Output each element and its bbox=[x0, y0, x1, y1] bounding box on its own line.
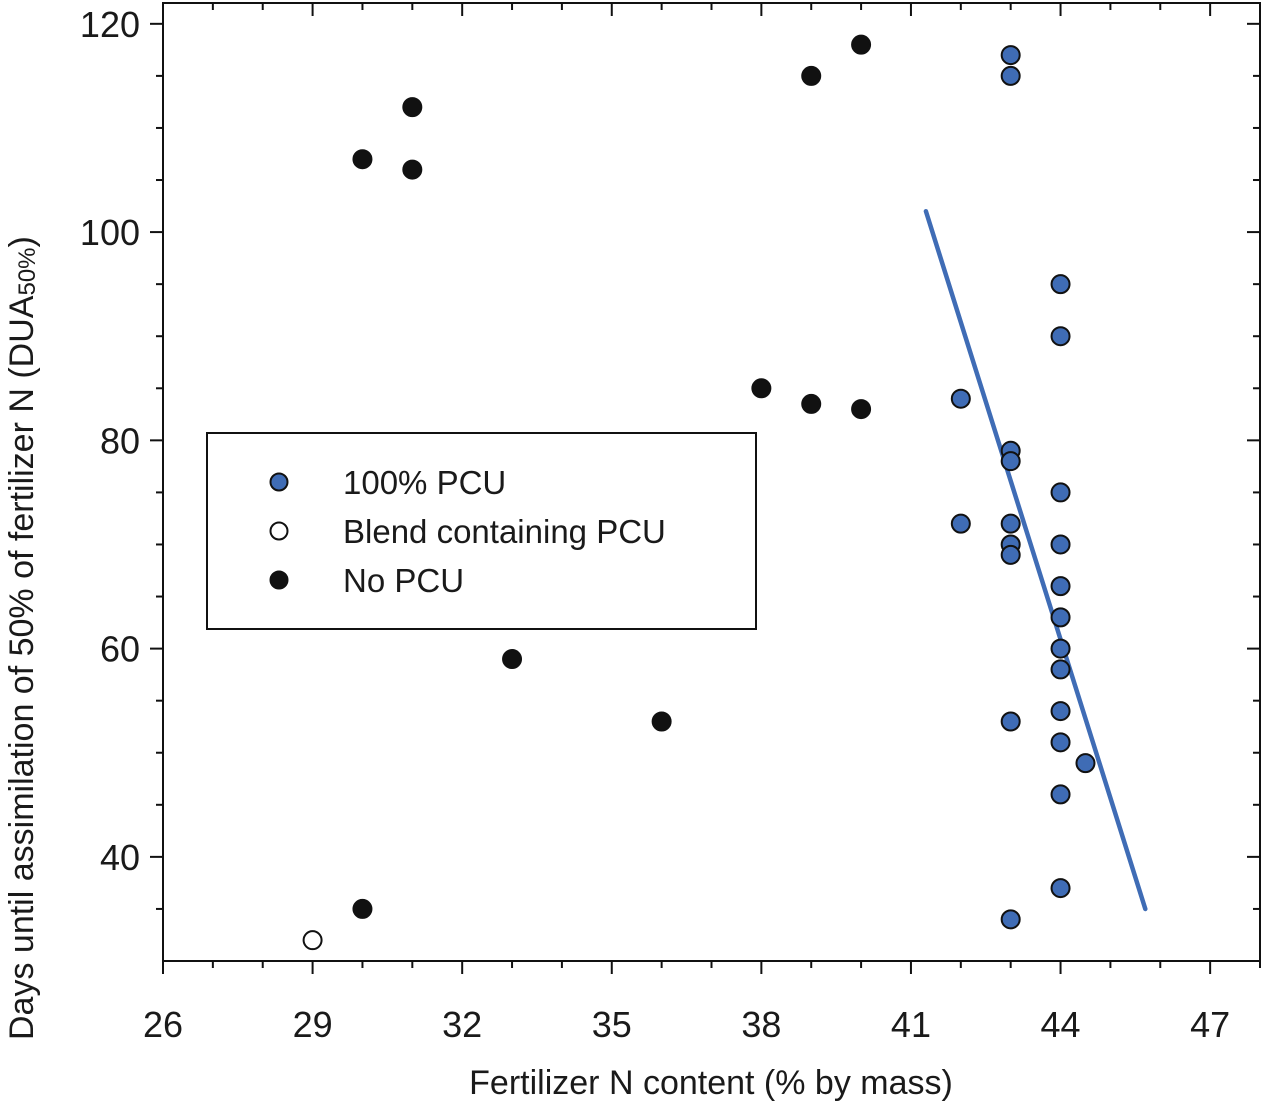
axis-ticks bbox=[150, 3, 1261, 974]
y-axis-title: Days until assimilation of 50% of fertil… bbox=[3, 236, 41, 1040]
legend-marker-pcu bbox=[269, 472, 289, 492]
point-pcu bbox=[1000, 711, 1021, 732]
legend-label-blend: Blend containing PCU bbox=[343, 513, 666, 550]
y-axis-title-close: ) bbox=[3, 236, 41, 247]
point-no-pcu bbox=[751, 378, 772, 399]
point-pcu bbox=[950, 513, 971, 534]
point-pcu bbox=[1050, 326, 1071, 347]
point-pcu bbox=[1050, 482, 1071, 503]
point-pcu bbox=[1000, 45, 1021, 66]
point-pcu bbox=[950, 388, 971, 409]
x-tick-label: 32 bbox=[442, 1004, 482, 1045]
point-pcu bbox=[1000, 544, 1021, 565]
point-pcu bbox=[1000, 451, 1021, 472]
point-blend bbox=[302, 930, 323, 951]
x-tick-label: 44 bbox=[1041, 1004, 1081, 1045]
y-axis-title-main: Days until assimilation of 50% of fertil… bbox=[3, 295, 41, 1040]
point-pcu bbox=[1050, 534, 1071, 555]
point-no-pcu bbox=[851, 399, 872, 420]
point-no-pcu bbox=[352, 898, 373, 919]
y-tick-label: 80 bbox=[100, 420, 140, 461]
point-pcu bbox=[1050, 784, 1071, 805]
x-tick-label: 26 bbox=[143, 1004, 183, 1045]
point-pcu bbox=[1050, 638, 1071, 659]
point-pcu bbox=[1050, 274, 1071, 295]
y-tick-label: 100 bbox=[80, 212, 140, 253]
point-pcu bbox=[1000, 65, 1021, 86]
point-no-pcu bbox=[352, 149, 373, 170]
trend-line bbox=[923, 209, 1148, 912]
x-tick-label: 47 bbox=[1190, 1004, 1230, 1045]
point-no-pcu bbox=[402, 159, 423, 180]
point-pcu bbox=[1050, 659, 1071, 680]
x-tick-labels: 26 29 32 35 38 41 44 47 bbox=[143, 1004, 1230, 1045]
point-pcu bbox=[1075, 753, 1096, 774]
legend: 100% PCU Blend containing PCU No PCU bbox=[206, 432, 757, 630]
point-no-pcu bbox=[851, 34, 872, 55]
point-pcu bbox=[1000, 513, 1021, 534]
legend-marker-no-pcu bbox=[269, 570, 289, 590]
y-tick-labels: 40 60 80 100 120 bbox=[80, 4, 140, 878]
x-tick-label: 38 bbox=[741, 1004, 781, 1045]
point-pcu bbox=[1000, 909, 1021, 930]
x-tick-label: 41 bbox=[891, 1004, 931, 1045]
point-pcu bbox=[1050, 701, 1071, 722]
point-pcu bbox=[1050, 878, 1071, 899]
point-no-pcu bbox=[502, 649, 523, 670]
point-pcu bbox=[1050, 607, 1071, 628]
point-no-pcu bbox=[801, 393, 822, 414]
point-no-pcu bbox=[402, 97, 423, 118]
y-tick-label: 40 bbox=[100, 837, 140, 878]
point-no-pcu bbox=[801, 65, 822, 86]
legend-label-no-pcu: No PCU bbox=[343, 562, 464, 599]
data-points bbox=[302, 34, 1096, 951]
y-tick-label: 60 bbox=[100, 629, 140, 670]
x-tick-label: 29 bbox=[293, 1004, 333, 1045]
x-axis-title: Fertilizer N content (% by mass) bbox=[469, 1064, 953, 1102]
point-pcu bbox=[1050, 732, 1071, 753]
point-no-pcu bbox=[651, 711, 672, 732]
trend-line-group bbox=[923, 209, 1148, 912]
y-tick-label: 120 bbox=[80, 4, 140, 45]
legend-box bbox=[206, 432, 757, 630]
point-pcu bbox=[1050, 576, 1071, 597]
y-axis-title-sub: 50% bbox=[14, 247, 41, 295]
legend-marker-blend bbox=[269, 521, 289, 541]
legend-label-pcu: 100% PCU bbox=[343, 464, 506, 501]
x-tick-label: 35 bbox=[592, 1004, 632, 1045]
